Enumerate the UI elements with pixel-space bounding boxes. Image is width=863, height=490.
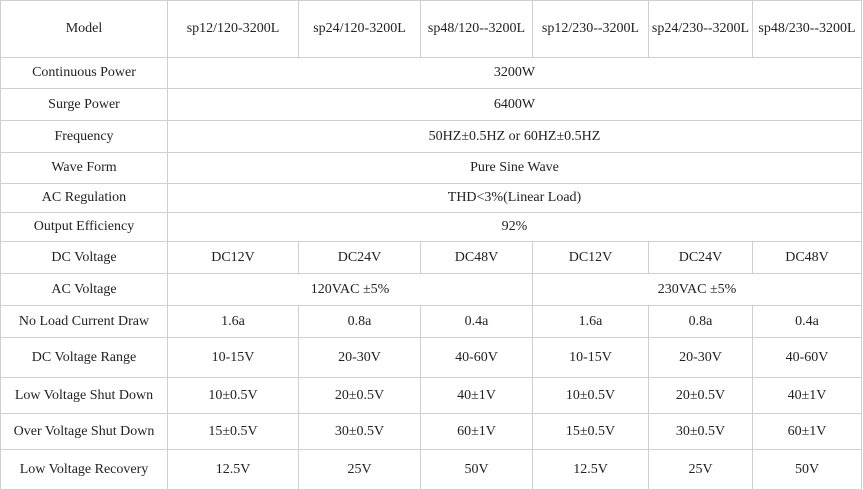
spec-row: Output Efficiency 92% [0, 212, 862, 242]
spec-value: 120VAC ±5% [167, 273, 533, 306]
spec-row: AC Regulation THD<3%(Linear Load) [0, 183, 862, 213]
spec-value: 60±1V [752, 413, 862, 450]
spec-value: 30±0.5V [648, 413, 753, 450]
spec-value: 12.5V [532, 449, 649, 490]
spec-label: Low Voltage Shut Down [0, 377, 168, 414]
spec-label: DC Voltage [0, 241, 168, 274]
spec-value: 25V [298, 449, 421, 490]
spec-value: THD<3%(Linear Load) [167, 183, 862, 213]
spec-value: 40±1V [420, 377, 533, 414]
spec-value: 50V [420, 449, 533, 490]
spec-value: 12.5V [167, 449, 299, 490]
spec-label: Wave Form [0, 152, 168, 184]
spec-label: Over Voltage Shut Down [0, 413, 168, 450]
spec-value: 50V [752, 449, 862, 490]
spec-row: DC Voltage Range 10-15V 20-30V 40-60V 10-15V… [0, 337, 862, 378]
spec-row: Low Voltage Shut Down 10±0.5V 20±0.5V 40±1V… [0, 377, 862, 414]
spec-label: AC Voltage [0, 273, 168, 306]
spec-value: Pure Sine Wave [167, 152, 862, 184]
spec-label: AC Regulation [0, 183, 168, 213]
spec-value: 60±1V [420, 413, 533, 450]
model-name: sp12/120-3200L [167, 0, 299, 58]
spec-value: DC12V [532, 241, 649, 274]
spec-label: Surge Power [0, 88, 168, 121]
spec-row: AC Voltage 120VAC ±5% 230VAC ±5% [0, 273, 862, 306]
spec-row: DC Voltage DC12V DC24V DC48V DC12V DC24V DC48V [0, 241, 862, 274]
spec-value: DC48V [752, 241, 862, 274]
spec-value: 0.4a [420, 305, 533, 338]
spec-value: 10±0.5V [532, 377, 649, 414]
spec-row: Wave Form Pure Sine Wave [0, 152, 862, 184]
spec-value: 25V [648, 449, 753, 490]
spec-value: 40-60V [752, 337, 862, 378]
spec-value: 230VAC ±5% [532, 273, 862, 306]
spec-value: 1.6a [167, 305, 299, 338]
spec-value: DC12V [167, 241, 299, 274]
spec-label: Frequency [0, 120, 168, 153]
spec-value: 20±0.5V [648, 377, 753, 414]
model-name: sp24/120-3200L [298, 0, 421, 58]
spec-row: Low Voltage Recovery 12.5V 25V 50V 12.5V 25V 5… [0, 449, 862, 490]
spec-value: 10-15V [167, 337, 299, 378]
spec-row: No Load Current Draw 1.6a 0.8a 0.4a 1.6a 0.8a… [0, 305, 862, 338]
spec-label: Continuous Power [0, 57, 168, 89]
spec-label: DC Voltage Range [0, 337, 168, 378]
spec-value: DC48V [420, 241, 533, 274]
spec-row: Continuous Power 3200W [0, 57, 862, 89]
model-name: sp48/120--3200L [420, 0, 533, 58]
spec-row: Frequency 50HZ±0.5HZ or 60HZ±0.5HZ [0, 120, 862, 153]
spec-value: 20-30V [298, 337, 421, 378]
model-name: sp12/230--3200L [532, 0, 649, 58]
spec-label: Output Efficiency [0, 212, 168, 242]
spec-value: 0.8a [298, 305, 421, 338]
model-name: sp24/230--3200L [648, 0, 753, 58]
spec-value: 1.6a [532, 305, 649, 338]
spec-row: Over Voltage Shut Down 15±0.5V 30±0.5V 60±1… [0, 413, 862, 450]
spec-value: 40±1V [752, 377, 862, 414]
spec-row: Surge Power 6400W [0, 88, 862, 121]
spec-label: Low Voltage Recovery [0, 449, 168, 490]
spec-value: 10-15V [532, 337, 649, 378]
spec-value: 0.4a [752, 305, 862, 338]
model-name: sp48/230--3200L [752, 0, 862, 58]
spec-value: DC24V [648, 241, 753, 274]
spec-value: 15±0.5V [532, 413, 649, 450]
spec-label: No Load Current Draw [0, 305, 168, 338]
spec-value: 3200W [167, 57, 862, 89]
spec-value: 10±0.5V [167, 377, 299, 414]
spec-value: 6400W [167, 88, 862, 121]
header-row: Model sp12/120-3200L sp24/120-3200L sp48/12… [0, 0, 862, 58]
spec-value: 92% [167, 212, 862, 242]
spec-value: 40-60V [420, 337, 533, 378]
spec-value: 15±0.5V [167, 413, 299, 450]
spec-value: 0.8a [648, 305, 753, 338]
spec-value: 30±0.5V [298, 413, 421, 450]
spec-value: 20-30V [648, 337, 753, 378]
spec-value: DC24V [298, 241, 421, 274]
spec-value: 20±0.5V [298, 377, 421, 414]
spec-value: 50HZ±0.5HZ or 60HZ±0.5HZ [167, 120, 862, 153]
header-label: Model [0, 0, 168, 58]
